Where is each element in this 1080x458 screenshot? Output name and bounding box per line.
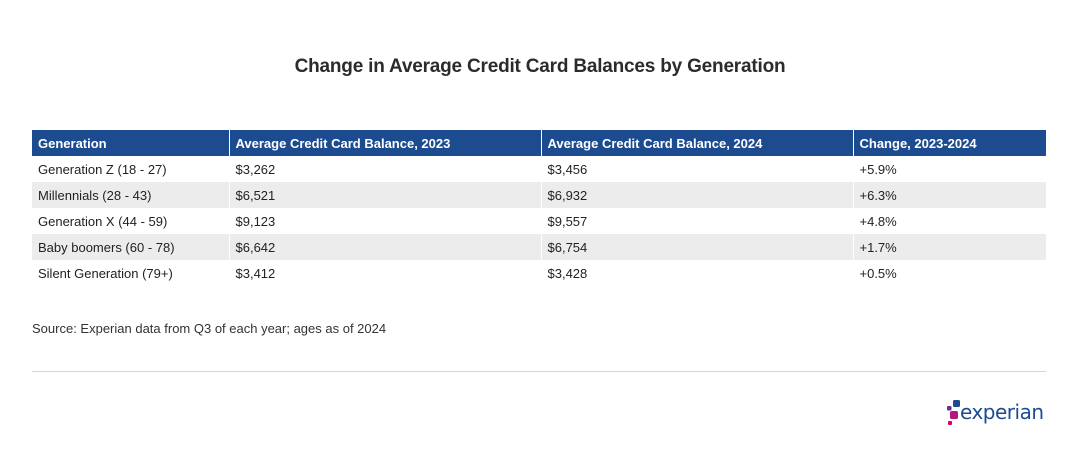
column-header: Change, 2023-2024 (853, 130, 1046, 156)
chart-title: Change in Average Credit Card Balances b… (294, 56, 786, 77)
table-cell: $3,412 (229, 260, 542, 286)
table-cell: $9,557 (541, 208, 854, 234)
experian-dots-icon (947, 400, 960, 425)
table-row: Silent Generation (79+) $3,412 $3,428 +0… (32, 260, 1046, 286)
table-cell: +6.3% (853, 182, 1046, 208)
data-table: Generation Average Credit Card Balance, … (32, 130, 1046, 286)
table-cell: Generation X (44 - 59) (32, 208, 230, 234)
table-cell: Baby boomers (60 - 78) (32, 234, 230, 260)
table-cell: $9,123 (229, 208, 542, 234)
table-cell: $6,932 (541, 182, 854, 208)
table-cell: $3,262 (229, 156, 542, 182)
table-cell: +1.7% (853, 234, 1046, 260)
table-cell: Silent Generation (79+) (32, 260, 230, 286)
table-cell: $6,642 (229, 234, 542, 260)
table-cell: $3,456 (541, 156, 854, 182)
column-header: Average Credit Card Balance, 2024 (541, 130, 854, 156)
table-cell: +5.9% (853, 156, 1046, 182)
table-cell: Generation Z (18 - 27) (32, 156, 230, 182)
column-header: Generation (32, 130, 230, 156)
table-row: Millennials (28 - 43) $6,521 $6,932 +6.3… (32, 182, 1046, 208)
table-cell: Millennials (28 - 43) (32, 182, 230, 208)
table-row: Generation Z (18 - 27) $3,262 $3,456 +5.… (32, 156, 1046, 182)
table-cell: $6,754 (541, 234, 854, 260)
experian-logo: experian (946, 398, 1046, 430)
column-header: Average Credit Card Balance, 2023 (229, 130, 542, 156)
divider (32, 371, 1046, 372)
table-row: Generation X (44 - 59) $9,123 $9,557 +4.… (32, 208, 1046, 234)
table-cell: $3,428 (541, 260, 854, 286)
table-header-row: Generation Average Credit Card Balance, … (32, 130, 1046, 156)
table-cell: $6,521 (229, 182, 542, 208)
table-cell: +4.8% (853, 208, 1046, 234)
table-row: Baby boomers (60 - 78) $6,642 $6,754 +1.… (32, 234, 1046, 260)
table-cell: +0.5% (853, 260, 1046, 286)
experian-logo-text: experian (960, 400, 1044, 424)
source-note: Source: Experian data from Q3 of each ye… (32, 321, 387, 336)
